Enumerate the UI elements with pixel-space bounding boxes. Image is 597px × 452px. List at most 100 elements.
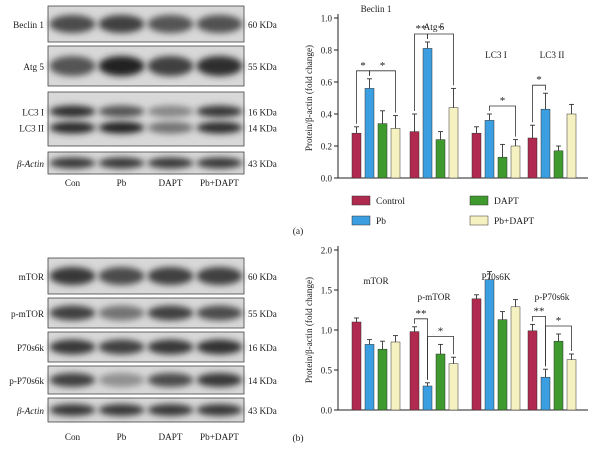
significance-bracket: [369, 70, 396, 113]
blot-band: [147, 404, 194, 416]
significance-marker: *: [360, 60, 366, 72]
y-tick-label: 0.8: [321, 46, 333, 56]
bar: [390, 341, 401, 411]
significance-marker: *: [380, 60, 386, 72]
y-tick-label: 2.0: [321, 246, 333, 256]
legend-swatch: [469, 215, 489, 226]
bar: [435, 353, 446, 411]
blot-band: [196, 267, 243, 285]
blot-kda-label: 43 KDa: [248, 406, 277, 416]
panel-caption: (a): [293, 226, 304, 237]
panel-caption: (b): [292, 433, 303, 444]
western-blot: mTOR 60 KDa p-mTOR 55 KDa P70s6k 16 KDa p-P70s…: [9, 257, 277, 442]
blot-band: [196, 56, 243, 76]
bar: [553, 340, 564, 411]
blot-row-label: p-mTOR: [11, 309, 45, 319]
bar: [540, 376, 551, 411]
blot-kda-label: 43 KDa: [248, 159, 277, 169]
significance-bracket: [489, 105, 516, 137]
bar: [409, 131, 420, 179]
blot-lane-label: Pb: [117, 432, 127, 442]
blot-band: [196, 121, 243, 134]
blot-row-label: mTOR: [19, 272, 45, 282]
y-tick-label: 0.0: [321, 406, 333, 416]
blot-band: [49, 157, 96, 169]
blot-kda-label: 60 KDa: [248, 20, 277, 30]
significance-bracket: [532, 84, 546, 123]
blot-band: [98, 15, 145, 33]
significance-bracket: [427, 336, 454, 380]
blot-row-label: β-Actin: [16, 159, 44, 169]
blot-row-label: Atg 5: [23, 62, 44, 72]
legend-swatch: [351, 195, 371, 206]
blot-band: [98, 157, 145, 169]
blot-lane-label: DAPT: [159, 432, 183, 442]
bar-chart: 0.0 0.5 1.0 1.5 2.0 Protein/β-actin (fold cha…: [304, 246, 588, 416]
blot-lane-label: Pb: [117, 178, 127, 188]
blot-band: [98, 267, 145, 285]
significance-marker: *: [438, 23, 444, 35]
legend-label: Pb: [376, 217, 386, 227]
blot-band: [147, 267, 194, 285]
blot-band: [49, 339, 96, 355]
y-axis-label: Protein/β-actin (fold change): [304, 45, 314, 151]
bar: [471, 132, 482, 179]
y-tick-label: 0.0: [321, 174, 333, 184]
blot-row-label: LC3 II: [19, 124, 44, 134]
bar: [409, 331, 420, 411]
bar: [510, 145, 521, 179]
y-tick-label: 1.0: [321, 14, 333, 24]
bar-chart: 0.0 0.2 0.4 0.6 0.8 1.0 Protein/β-actin (fold …: [304, 4, 588, 227]
blot-band: [196, 404, 243, 416]
bar: [484, 279, 495, 411]
blot-band: [147, 15, 194, 33]
bar: [566, 113, 577, 179]
blot-band: [49, 373, 96, 387]
bar: [553, 150, 564, 179]
blot-band: [147, 105, 194, 118]
blot-band: [49, 267, 96, 285]
blot-kda-label: 60 KDa: [248, 272, 277, 282]
bar: [390, 128, 401, 179]
blot-band: [147, 121, 194, 134]
bar: [448, 107, 459, 179]
bar: [364, 88, 375, 179]
blot-band: [147, 373, 194, 387]
category-label: Beclin 1: [361, 4, 392, 14]
blot-lane-label: Con: [65, 178, 81, 188]
blot-band: [98, 305, 145, 321]
blot-band: [98, 105, 145, 118]
blot-band: [147, 339, 194, 355]
blot-band: [196, 373, 243, 387]
legend-label: DAPT: [494, 197, 519, 207]
blot-row-label: Beclin 1: [13, 20, 44, 30]
significance-marker: *: [438, 325, 444, 337]
bar: [364, 344, 375, 411]
blot-band: [98, 339, 145, 355]
bar: [471, 298, 482, 411]
blot-kda-label: 55 KDa: [248, 309, 277, 319]
significance-marker: **: [416, 308, 427, 320]
significance-bracket: [545, 325, 572, 367]
y-axis-label: Protein/β-actin (fold change): [304, 277, 314, 383]
significance-marker: **: [416, 23, 427, 35]
y-tick-label: 1.5: [321, 286, 333, 296]
bar: [435, 139, 446, 179]
significance-marker: *: [556, 315, 562, 327]
blot-row-label: LC3 I: [22, 107, 44, 117]
blot-kda-label: 16 KDa: [248, 343, 277, 353]
blot-band: [98, 121, 145, 134]
blot-row-label: β-Actin: [16, 406, 44, 416]
blot-lane-label: Pb+DAPT: [200, 432, 239, 442]
blot-band: [49, 404, 96, 416]
bar: [527, 137, 538, 179]
category-label: mTOR: [363, 276, 389, 286]
bar: [422, 48, 433, 179]
legend-label: Control: [376, 197, 405, 207]
category-label: P70s6K: [481, 272, 510, 282]
blot-band: [196, 105, 243, 118]
blot-band: [196, 339, 243, 355]
category-label: LC3 II: [540, 50, 565, 60]
bar: [377, 123, 388, 179]
